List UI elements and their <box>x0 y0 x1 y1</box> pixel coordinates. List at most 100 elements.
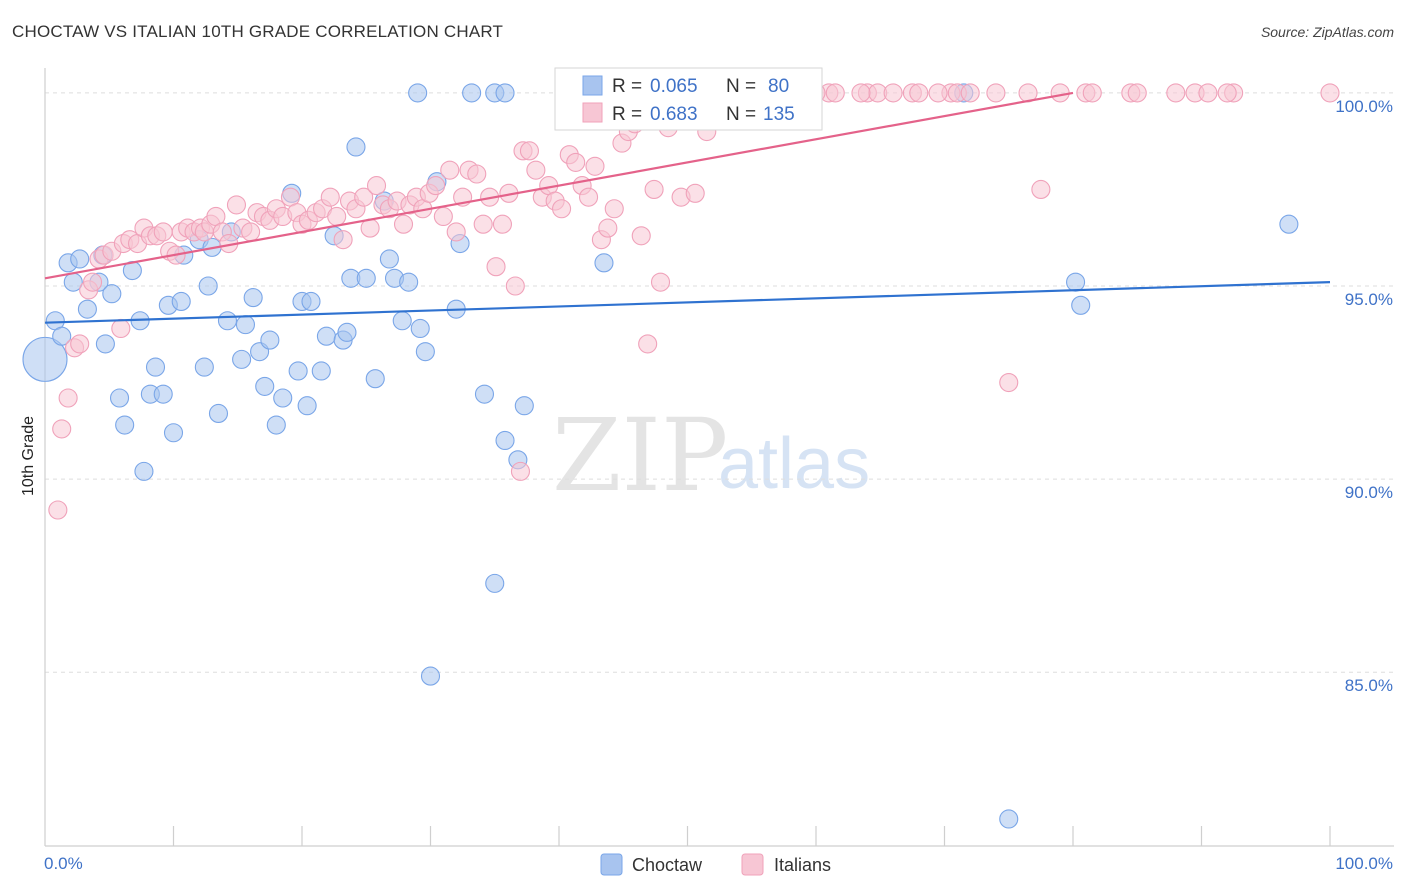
italians-point-91 <box>638 334 658 354</box>
legend-r-label-italians: R = <box>612 104 642 125</box>
italians-point-131 <box>928 83 948 103</box>
choctaw-point-43 <box>311 361 331 381</box>
y-tick-label-90: 90.0% <box>1345 483 1393 502</box>
choctaw-point-11 <box>109 388 130 408</box>
legend-swatch-italians <box>582 102 603 123</box>
italians-point-105 <box>825 83 845 103</box>
x-axis-ticks <box>172 826 1331 846</box>
italians-point-59 <box>426 176 446 196</box>
italians-point-68 <box>486 257 506 277</box>
choctaw-point-77 <box>1066 272 1086 292</box>
choctaw-point-71 <box>495 83 515 103</box>
choctaw-point-69 <box>462 83 482 103</box>
watermark-atlas: atlas <box>718 424 870 504</box>
italians-point-43 <box>320 187 340 207</box>
legend-n-value-choctaw: 80 <box>768 76 789 97</box>
series-italians-points <box>48 83 1340 520</box>
choctaw-point-0 <box>22 336 68 382</box>
choctaw-point-67 <box>514 396 534 416</box>
choctaw-point-37 <box>273 388 293 408</box>
gridlines <box>45 92 1394 673</box>
italians-point-90 <box>631 226 651 246</box>
italians-point-132 <box>986 83 1006 103</box>
italians-point-45 <box>333 230 353 250</box>
italians-point-73 <box>519 141 539 161</box>
italians-point-113 <box>999 373 1019 393</box>
y-tick-label-85: 85.0% <box>1345 676 1393 695</box>
choctaw-point-79 <box>1279 214 1299 234</box>
choctaw-point-27 <box>208 403 229 423</box>
trend-lines <box>44 91 1331 324</box>
italians-trend-line <box>44 91 1074 280</box>
choctaw-point-35 <box>260 330 280 350</box>
legend-n-label-italians: N = <box>726 104 756 125</box>
italians-point-69 <box>492 214 513 234</box>
italians-point-118 <box>1082 83 1102 103</box>
choctaw-point-50 <box>356 268 376 288</box>
italians-point-65 <box>467 164 487 184</box>
choctaw-point-31 <box>235 315 256 335</box>
choctaw-point-47 <box>337 322 357 342</box>
italians-point-134 <box>1217 83 1237 103</box>
choctaw-point-64 <box>485 573 505 593</box>
legend-r-label-choctaw: R = <box>612 76 642 97</box>
choctaw-point-39 <box>288 361 308 381</box>
italians-point-130 <box>883 83 903 103</box>
italians-point-31 <box>241 222 261 242</box>
choctaw-point-53 <box>379 249 399 269</box>
italians-point-109 <box>909 83 929 103</box>
choctaw-point-12 <box>115 415 135 435</box>
choctaw-point-34 <box>255 376 275 396</box>
bottom-legend-swatch-italians <box>741 853 764 876</box>
choctaw-point-15 <box>134 461 154 481</box>
italians-point-10 <box>111 318 131 339</box>
choctaw-point-21 <box>171 291 191 311</box>
choctaw-point-76 <box>999 809 1019 829</box>
italians-point-2 <box>58 388 78 408</box>
choctaw-point-30 <box>232 349 252 369</box>
bottom-legend-label-choctaw: Choctaw <box>632 855 703 875</box>
italians-point-48 <box>354 187 374 207</box>
italians-point-66 <box>473 214 493 234</box>
source-label: Source: ZipAtlas.com <box>1260 24 1394 40</box>
italians-point-61 <box>440 160 460 180</box>
italians-point-4 <box>70 334 90 354</box>
choctaw-point-56 <box>399 272 419 292</box>
choctaw-point-9 <box>95 334 115 354</box>
legend-n-label-choctaw: N = <box>726 76 756 97</box>
italians-point-83 <box>585 156 605 176</box>
choctaw-point-6 <box>77 299 97 319</box>
watermark-zip: ZIP <box>552 397 728 514</box>
italians-point-120 <box>1166 83 1186 103</box>
chart-title: CHOCTAW VS ITALIAN 10TH GRADE CORRELATIO… <box>12 22 504 41</box>
choctaw-point-78 <box>1071 295 1091 315</box>
italians-point-86 <box>604 199 624 219</box>
italians-point-44 <box>327 206 347 227</box>
choctaw-point-51 <box>365 369 385 389</box>
italians-point-92 <box>644 179 664 199</box>
choctaw-point-42 <box>301 291 321 311</box>
choctaw-point-36 <box>266 415 286 435</box>
choctaw-point-32 <box>243 288 263 308</box>
choctaw-point-59 <box>420 666 441 686</box>
italians-point-17 <box>153 222 173 242</box>
italians-point-0 <box>48 500 68 520</box>
choctaw-point-17 <box>145 357 166 377</box>
y-tick-label-95: 95.0% <box>1345 290 1393 309</box>
italians-point-126 <box>851 83 871 103</box>
italians-point-127 <box>510 461 531 481</box>
choctaw-point-10 <box>102 284 122 304</box>
choctaw-point-18 <box>153 384 173 404</box>
choctaw-trend-line <box>44 281 1331 324</box>
italians-point-54 <box>393 214 414 234</box>
legend-r-value-italians: 0.683 <box>650 104 698 125</box>
choctaw-point-65 <box>495 430 515 451</box>
x-tick-label-100: 100.0% <box>1335 854 1393 873</box>
choctaw-point-28 <box>217 311 238 331</box>
italians-point-115 <box>1031 179 1051 199</box>
choctaw-point-57 <box>410 318 430 339</box>
choctaw-point-24 <box>194 357 214 377</box>
italians-point-50 <box>366 176 387 196</box>
choctaw-point-5 <box>70 249 90 269</box>
